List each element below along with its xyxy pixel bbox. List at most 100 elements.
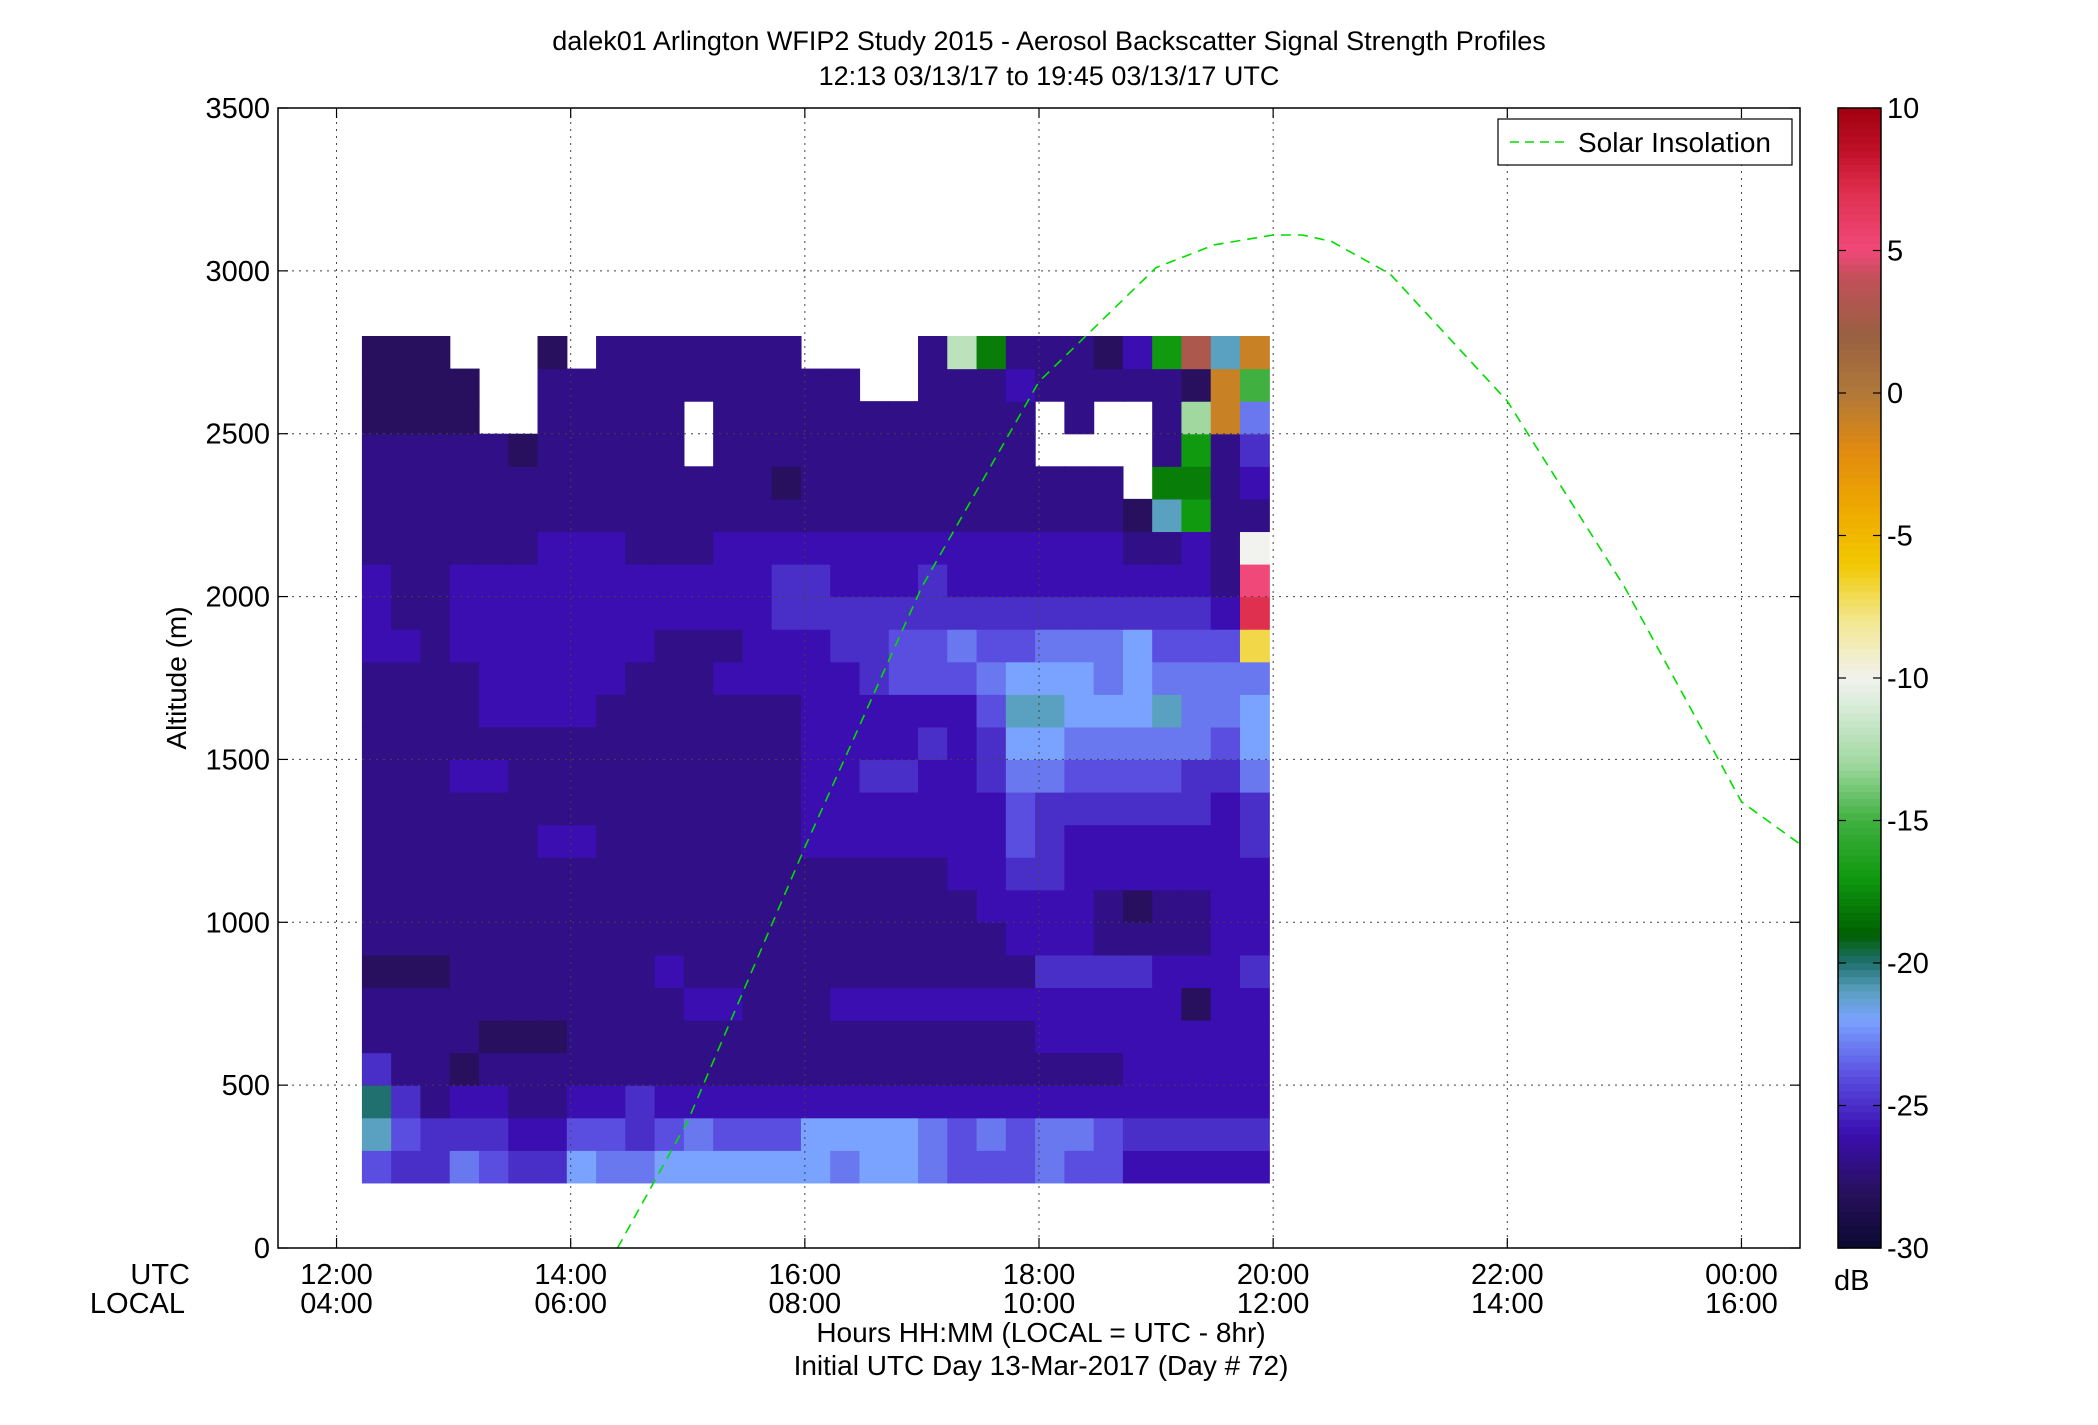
heatmap-cell [1005, 1085, 1036, 1119]
heatmap-cell [918, 694, 948, 728]
heatmap-cell [361, 792, 392, 826]
heatmap-cell [420, 726, 451, 761]
grid-lines [278, 107, 1800, 1249]
heatmap-cell [947, 433, 978, 467]
colorbar-segment [1838, 770, 1881, 779]
heatmap-cell [361, 1052, 392, 1086]
heatmap-cell [976, 401, 1007, 435]
heatmap-cell [1122, 1085, 1153, 1119]
colorbar-segment [1838, 692, 1881, 700]
heatmap-cell [771, 531, 802, 565]
heatmap-cell [478, 1052, 509, 1086]
heatmap-cell [1152, 629, 1183, 663]
colorbar-segment [1838, 799, 1881, 807]
colorbar-segment [1838, 556, 1881, 565]
heatmap-cell [654, 1150, 685, 1184]
colorbar-segment [1838, 663, 1881, 672]
colorbar-segment [1838, 1041, 1881, 1050]
heatmap-cell [420, 368, 451, 402]
heatmap-cell [947, 792, 978, 826]
heatmap-cell [478, 564, 509, 598]
x-tick-label-local: 10:00 [1003, 1288, 1076, 1320]
heatmap-cell [449, 792, 480, 826]
heatmap-cell [859, 792, 890, 826]
heatmap-cell [800, 531, 831, 565]
heatmap-cell [566, 531, 597, 565]
heatmap-cell [976, 889, 1007, 923]
x-tick-label-local: 06:00 [534, 1288, 607, 1320]
colorbar-segment [1838, 920, 1881, 928]
heatmap-cell [1005, 857, 1036, 891]
heatmap-cell [830, 433, 861, 467]
heatmap-cell [888, 629, 919, 663]
heatmap-cell [713, 694, 744, 728]
heatmap-cell [361, 596, 392, 630]
colorbar-segment [1838, 749, 1881, 757]
heatmap-cell [1035, 1117, 1065, 1151]
heatmap-cell [625, 1020, 656, 1054]
heatmap-cell [361, 694, 392, 728]
heatmap-cell [537, 401, 568, 435]
heatmap-cell [976, 824, 1007, 858]
heatmap-cell [1152, 1020, 1183, 1054]
heatmap-cell [361, 922, 392, 956]
heatmap-cell [830, 401, 861, 435]
heatmap-cell [1064, 564, 1095, 598]
colorbar-segment [1838, 271, 1881, 280]
heatmap-cell [1210, 336, 1241, 370]
heatmap-cell [1210, 433, 1241, 467]
heatmap-cell [683, 759, 714, 793]
heatmap-cell [859, 726, 890, 761]
heatmap-cell [976, 466, 1007, 500]
heatmap-cell [683, 336, 714, 370]
colorbar-segment [1838, 200, 1881, 209]
heatmap-cell [625, 498, 656, 533]
heatmap-cell [918, 1150, 948, 1184]
heatmap-cell [888, 922, 919, 956]
heatmap-cell [1035, 954, 1065, 989]
heatmap-cell [537, 726, 568, 761]
heatmap-cell [830, 726, 861, 761]
heatmap-cell [683, 987, 714, 1021]
heatmap-cell [1239, 498, 1270, 533]
colorbar-segment [1838, 450, 1881, 458]
heatmap-cell [800, 759, 831, 793]
heatmap-cell [596, 1052, 626, 1086]
heatmap-cell [1035, 368, 1065, 402]
heatmap-cell [1093, 629, 1124, 663]
heatmap-cell [800, 889, 831, 923]
heatmap-cell [742, 1150, 773, 1184]
heatmap-cell [625, 1150, 656, 1184]
heatmap-cell [1122, 857, 1153, 891]
heatmap-cell [859, 1117, 890, 1151]
heatmap-cell [800, 498, 831, 533]
colorbar-segment [1838, 599, 1881, 608]
heatmap-cell [1122, 336, 1153, 370]
heatmap-cell [391, 759, 422, 793]
colorbar-segment [1838, 906, 1881, 914]
colorbar-segment [1838, 963, 1881, 971]
heatmap-cell [800, 629, 831, 663]
colorbar-segment [1838, 1034, 1881, 1042]
heatmap-cell [1152, 987, 1183, 1021]
heatmap-cell [596, 498, 626, 533]
heatmap-cell [683, 726, 714, 761]
heatmap-cell [1152, 336, 1183, 370]
heatmap-cell [713, 922, 744, 956]
heatmap-cell [1035, 694, 1065, 728]
heatmap-cell [654, 1052, 685, 1086]
heatmap-cell [947, 824, 978, 858]
heatmap-cell [508, 792, 539, 826]
heatmap-cell [449, 857, 480, 891]
colorbar-segment [1838, 122, 1881, 130]
heatmap-cell [1239, 824, 1270, 858]
heatmap-cell [1005, 1117, 1036, 1151]
heatmap-cell [449, 954, 480, 989]
heatmap-cell [508, 661, 539, 695]
heatmap-cell [596, 596, 626, 630]
heatmap-cell [1093, 792, 1124, 826]
heatmap-cell [391, 792, 422, 826]
heatmap-cell [1181, 889, 1212, 923]
colorbar-segment [1838, 1077, 1881, 1085]
colorbar-segment [1838, 564, 1881, 572]
